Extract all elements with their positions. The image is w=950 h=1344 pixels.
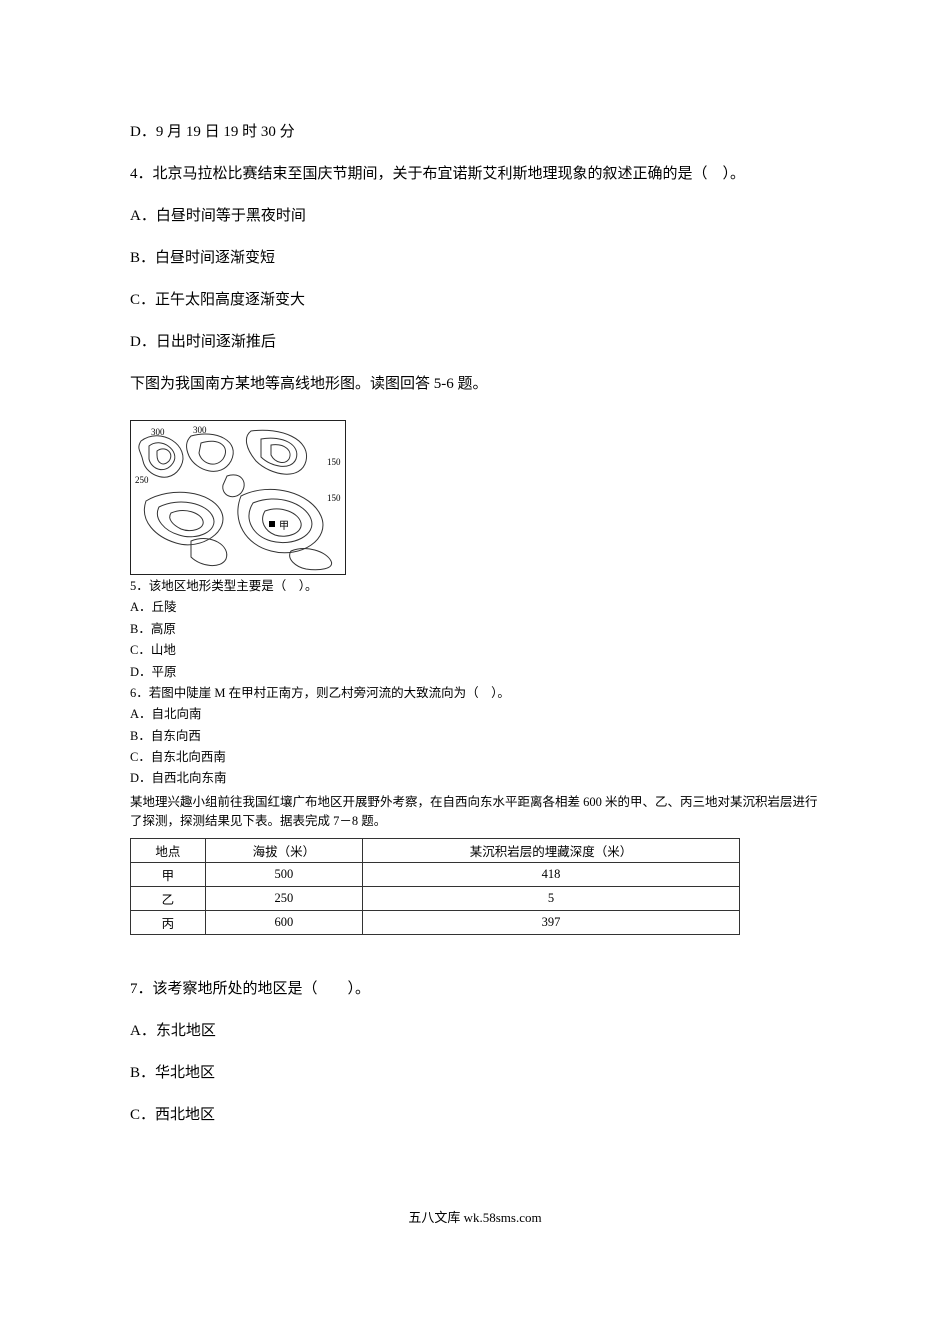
table-col-0: 地点 bbox=[131, 838, 206, 862]
contour-map: 甲 300 300 250 150 150 bbox=[130, 420, 346, 575]
table-cell: 418 bbox=[362, 862, 739, 886]
table-cell: 600 bbox=[205, 910, 362, 934]
table-col-2: 某沉积岩层的埋藏深度（米） bbox=[362, 838, 739, 862]
q5-option-d: D．平原 bbox=[130, 663, 820, 682]
q5-option-a: A．丘陵 bbox=[130, 598, 820, 617]
table-row: 甲 500 418 bbox=[131, 862, 740, 886]
table-cell: 丙 bbox=[131, 910, 206, 934]
intro-5-6: 下图为我国南方某地等高线地形图。读图回答 5-6 题。 bbox=[130, 372, 820, 396]
village-marker bbox=[269, 521, 275, 527]
q6-option-b: B．自东向西 bbox=[130, 727, 820, 746]
table-cell: 397 bbox=[362, 910, 739, 934]
table-row: 丙 600 397 bbox=[131, 910, 740, 934]
q4-option-d: D．日出时间逐渐推后 bbox=[130, 330, 820, 354]
q5-option-c: C．山地 bbox=[130, 641, 820, 660]
table-cell: 甲 bbox=[131, 862, 206, 886]
contour-label-250: 250 bbox=[135, 475, 149, 485]
q6-option-d: D．自西北向东南 bbox=[130, 769, 820, 788]
contour-label-300a: 300 bbox=[151, 427, 165, 437]
q6-option-a: A．自北向南 bbox=[130, 705, 820, 724]
contour-map-figure: 甲 300 300 250 150 150 5．该地区地形类型主要是（ ）。 A… bbox=[130, 420, 820, 935]
table-cell: 250 bbox=[205, 886, 362, 910]
contour-label-150a: 150 bbox=[327, 457, 341, 467]
village-label: 甲 bbox=[279, 521, 289, 532]
table-col-1: 海拔（米） bbox=[205, 838, 362, 862]
table-row: 乙 250 5 bbox=[131, 886, 740, 910]
q4-stem: 4．北京马拉松比赛结束至国庆节期间，关于布宜诺斯艾利斯地理现象的叙述正确的是（ … bbox=[130, 162, 820, 186]
q6-stem: 6．若图中陡崖 M 在甲村正南方，则乙村旁河流的大致流向为（ ）。 bbox=[130, 684, 820, 703]
q7-option-c: C．西北地区 bbox=[130, 1103, 820, 1127]
q3-option-d: D．9 月 19 日 19 时 30 分 bbox=[130, 120, 820, 144]
table-header-row: 地点 海拔（米） 某沉积岩层的埋藏深度（米） bbox=[131, 838, 740, 862]
q5-option-b: B．高原 bbox=[130, 620, 820, 639]
q4-option-c: C．正午太阳高度逐渐变大 bbox=[130, 288, 820, 312]
contour-map-svg: 甲 300 300 250 150 150 bbox=[131, 421, 345, 574]
page-footer: 五八文库 wk.58sms.com bbox=[130, 1207, 820, 1226]
intro-7-8: 某地理兴趣小组前往我国红壤广布地区开展野外考察，在自西向东水平距离各相差 600… bbox=[130, 793, 820, 832]
contour-label-150b: 150 bbox=[327, 493, 341, 503]
contour-label-300b: 300 bbox=[193, 425, 207, 435]
q7-option-b: B．华北地区 bbox=[130, 1061, 820, 1085]
table-cell: 5 bbox=[362, 886, 739, 910]
q4-option-a: A．白昼时间等于黑夜时间 bbox=[130, 204, 820, 228]
q6-option-c: C．自东北向西南 bbox=[130, 748, 820, 767]
q5-stem: 5．该地区地形类型主要是（ ）。 bbox=[130, 577, 820, 596]
table-cell: 500 bbox=[205, 862, 362, 886]
q4-option-b: B．白昼时间逐渐变短 bbox=[130, 246, 820, 270]
table-cell: 乙 bbox=[131, 886, 206, 910]
q7-option-a: A．东北地区 bbox=[130, 1019, 820, 1043]
sediment-table: 地点 海拔（米） 某沉积岩层的埋藏深度（米） 甲 500 418 乙 250 5… bbox=[130, 838, 740, 935]
q7-stem: 7．该考察地所处的地区是（ ）。 bbox=[130, 977, 820, 1001]
